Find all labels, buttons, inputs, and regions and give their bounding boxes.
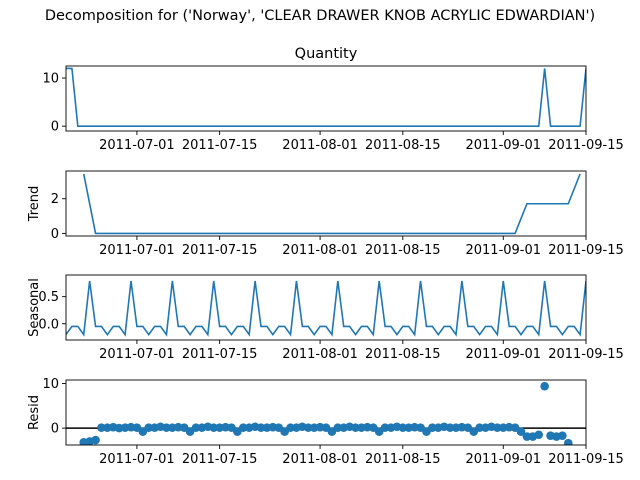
resid-point [558, 431, 567, 440]
resid-point [209, 423, 219, 432]
y-tick-label: 0 [51, 422, 59, 437]
panel-title: Quantity [295, 46, 358, 62]
axes-frame [65, 379, 587, 446]
resid-point [286, 423, 295, 432]
resid-point [380, 423, 390, 432]
resid-point [162, 423, 171, 432]
x-tick-label: 2011-08-15 [365, 347, 441, 362]
panel-3: 2011-07-01 2011-07-15 2011-08-01 2011-08-15… [27, 377, 624, 467]
axes-frame [65, 65, 587, 132]
y-axis-label: Trend [27, 186, 42, 223]
x-tick-label: 2011-07-15 [182, 347, 258, 362]
axes-frame [65, 274, 587, 341]
resid-point [428, 423, 437, 432]
resid-point [97, 423, 106, 432]
y-tick-label: 0 [51, 120, 59, 135]
y-tick-label: 0 [51, 227, 59, 242]
x-tick-label: 2011-07-01 [99, 138, 175, 153]
series-line-1 [82, 173, 581, 235]
resid-point [91, 435, 100, 445]
x-tick-label: 2011-09-15 [548, 347, 624, 362]
resid-point [303, 423, 313, 432]
y-tick-label: 2 [51, 192, 59, 207]
x-tick-label: 2011-07-15 [182, 452, 258, 467]
x-tick-label: 2011-07-01 [99, 452, 175, 467]
y-axis-label: Resid [27, 395, 42, 430]
x-tick-label: 2011-08-01 [282, 243, 358, 258]
resid-point [516, 427, 526, 436]
resid-point [256, 423, 266, 432]
x-tick-label: 2011-09-15 [548, 243, 624, 258]
resid-point [445, 423, 455, 432]
x-tick-label: 2011-08-15 [365, 243, 441, 258]
x-tick-label: 2011-07-15 [182, 138, 258, 153]
resid-point [563, 438, 573, 445]
axes-frame [65, 170, 587, 237]
x-tick-label: 2011-08-15 [365, 452, 441, 467]
x-tick-label: 2011-08-01 [282, 452, 358, 467]
resid-point [493, 423, 502, 432]
y-tick-label: 10 [42, 377, 59, 392]
panel-1: 2011-07-01 2011-07-15 2011-08-01 2011-08-15… [27, 170, 624, 258]
resid-point [351, 423, 360, 432]
resid-point [398, 423, 408, 432]
y-tick-label: 10 [42, 72, 59, 87]
resid-point [475, 423, 484, 432]
x-tick-label: 2011-09-15 [548, 452, 624, 467]
resid-point [238, 423, 248, 432]
resid-point [191, 423, 201, 432]
resid-point [534, 430, 544, 440]
x-tick-label: 2011-09-01 [465, 452, 541, 467]
panel-2: 2011-07-01 2011-07-15 2011-08-01 2011-08-15… [27, 274, 624, 362]
x-tick-label: 2011-07-01 [99, 243, 175, 258]
x-tick-label: 2011-07-15 [182, 243, 258, 258]
figure-title: Decomposition for ('Norway', 'CLEAR DRAW… [45, 8, 595, 24]
x-tick-label: 2011-08-01 [282, 138, 358, 153]
resid-point [144, 423, 154, 432]
panels: 2011-07-01 2011-07-15 2011-08-01 2011-08-15… [27, 46, 624, 467]
resid-point [333, 423, 343, 432]
resid-point [522, 432, 532, 441]
x-tick-label: 2011-08-15 [365, 138, 441, 153]
x-tick-label: 2011-09-01 [465, 243, 541, 258]
x-tick-label: 2011-08-01 [282, 347, 358, 362]
x-tick-label: 2011-09-15 [548, 138, 624, 153]
series-line-2 [66, 280, 586, 337]
panel-0: 2011-07-01 2011-07-15 2011-08-01 2011-08-15… [42, 46, 623, 153]
x-tick-label: 2011-09-01 [465, 347, 541, 362]
y-tick-label: 0.0 [38, 317, 59, 332]
x-tick-label: 2011-09-01 [465, 138, 541, 153]
x-tick-label: 2011-07-01 [99, 347, 175, 362]
series-line-0 [66, 67, 586, 127]
y-axis-label: Seasonal [27, 278, 42, 337]
resid-point [540, 381, 549, 391]
y-tick-label: 0.5 [38, 290, 59, 305]
